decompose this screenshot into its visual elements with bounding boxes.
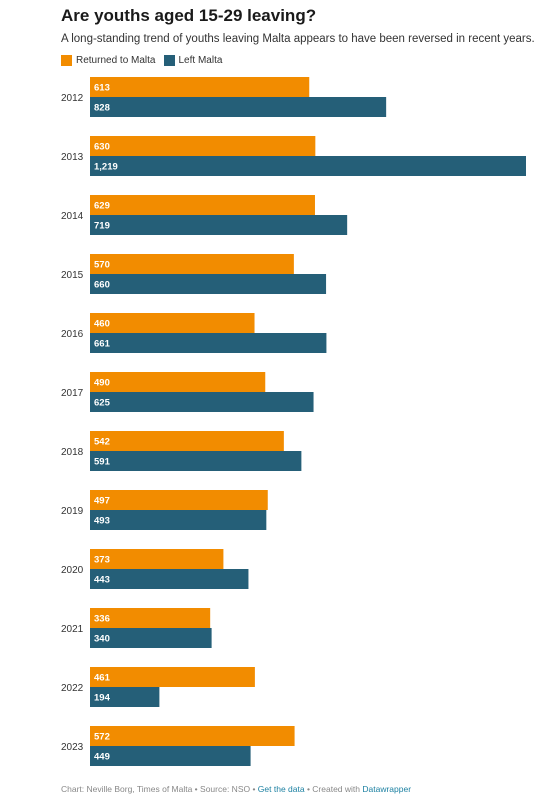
- data-label-left-2021: 340: [94, 634, 110, 645]
- bar-left-2021: [90, 628, 212, 648]
- data-label-left-2013: 1,219: [94, 162, 118, 173]
- bar-left-2017: [90, 392, 314, 412]
- category-label-2012: 2012: [61, 93, 84, 104]
- data-label-left-2017: 625: [94, 398, 111, 409]
- bar-returned-2016: [90, 313, 255, 333]
- category-label-2020: 2020: [61, 565, 84, 576]
- category-label-2016: 2016: [61, 329, 84, 340]
- data-label-left-2020: 443: [94, 575, 110, 586]
- bar-left-2022: [90, 687, 160, 707]
- category-label-2013: 2013: [61, 152, 84, 163]
- bar-returned-2014: [90, 195, 315, 215]
- category-label-2014: 2014: [61, 211, 84, 222]
- data-label-left-2022: 194: [94, 693, 111, 704]
- category-label-2015: 2015: [61, 270, 84, 281]
- bar-left-2020: [90, 569, 249, 589]
- bar-left-2019: [90, 510, 267, 530]
- bar-left-2018: [90, 451, 302, 471]
- data-label-returned-2015: 570: [94, 260, 110, 271]
- bar-returned-2017: [90, 372, 266, 392]
- data-label-left-2023: 449: [94, 752, 110, 763]
- bar-returned-2021: [90, 608, 211, 628]
- data-label-returned-2012: 613: [94, 83, 110, 94]
- category-label-2019: 2019: [61, 506, 84, 517]
- legend-swatch-left: [163, 55, 175, 66]
- chart-footer: Chart: Neville Borg, Times of Malta • So…: [61, 784, 411, 794]
- chart-title: Are youths aged 15-29 leaving?: [61, 6, 317, 25]
- data-label-left-2014: 719: [94, 221, 110, 232]
- bar-returned-2023: [90, 726, 295, 746]
- bar-returned-2012: [90, 77, 310, 97]
- data-label-returned-2021: 336: [94, 614, 110, 625]
- chart-legend: Returned to Malta Left Malta: [61, 55, 230, 66]
- datawrapper-link[interactable]: Datawrapper: [362, 784, 412, 794]
- category-label-2017: 2017: [61, 388, 84, 399]
- data-label-returned-2022: 461: [94, 673, 111, 684]
- data-label-returned-2019: 497: [94, 496, 110, 507]
- footer-separator: • Created with: [304, 784, 363, 794]
- bar-returned-2015: [90, 254, 294, 274]
- data-label-left-2015: 660: [94, 280, 110, 291]
- bar-returned-2019: [90, 490, 268, 510]
- data-label-returned-2020: 373: [94, 555, 110, 566]
- legend-swatch-returned: [61, 55, 72, 66]
- data-label-left-2012: 828: [94, 103, 110, 114]
- data-label-returned-2013: 630: [94, 142, 110, 153]
- data-label-left-2016: 661: [94, 339, 111, 350]
- bar-returned-2020: [90, 549, 224, 569]
- chart-subtitle: A long-standing trend of youths leaving …: [61, 33, 535, 45]
- bar-left-2015: [90, 274, 327, 294]
- data-label-returned-2014: 629: [94, 201, 110, 212]
- data-label-returned-2016: 460: [94, 319, 110, 330]
- data-label-left-2018: 591: [94, 457, 111, 468]
- bar-left-2016: [90, 333, 327, 353]
- data-label-left-2019: 493: [94, 516, 110, 527]
- category-label-2018: 2018: [61, 447, 84, 458]
- bar-returned-2022: [90, 667, 255, 687]
- bar-left-2013: [90, 156, 526, 176]
- footer-credit: Chart: Neville Borg, Times of Malta • So…: [61, 784, 258, 794]
- category-label-2022: 2022: [61, 683, 84, 694]
- data-label-returned-2023: 572: [94, 732, 110, 743]
- legend-item-returned: Returned to Malta: [61, 55, 156, 66]
- legend-item-left: Left Malta: [163, 55, 223, 66]
- category-label-2021: 2021: [61, 624, 84, 635]
- get-the-data-link[interactable]: Get the data: [257, 784, 305, 794]
- legend-label-returned: Returned to Malta: [76, 55, 156, 66]
- bar-left-2014: [90, 215, 348, 235]
- data-label-returned-2018: 542: [94, 437, 110, 448]
- bar-left-2012: [90, 97, 387, 117]
- bar-returned-2013: [90, 136, 316, 156]
- category-label-2023: 2023: [61, 742, 84, 753]
- data-label-returned-2017: 490: [94, 378, 110, 389]
- bar-returned-2018: [90, 431, 284, 451]
- legend-label-left: Left Malta: [178, 55, 223, 66]
- bar-left-2023: [90, 746, 251, 766]
